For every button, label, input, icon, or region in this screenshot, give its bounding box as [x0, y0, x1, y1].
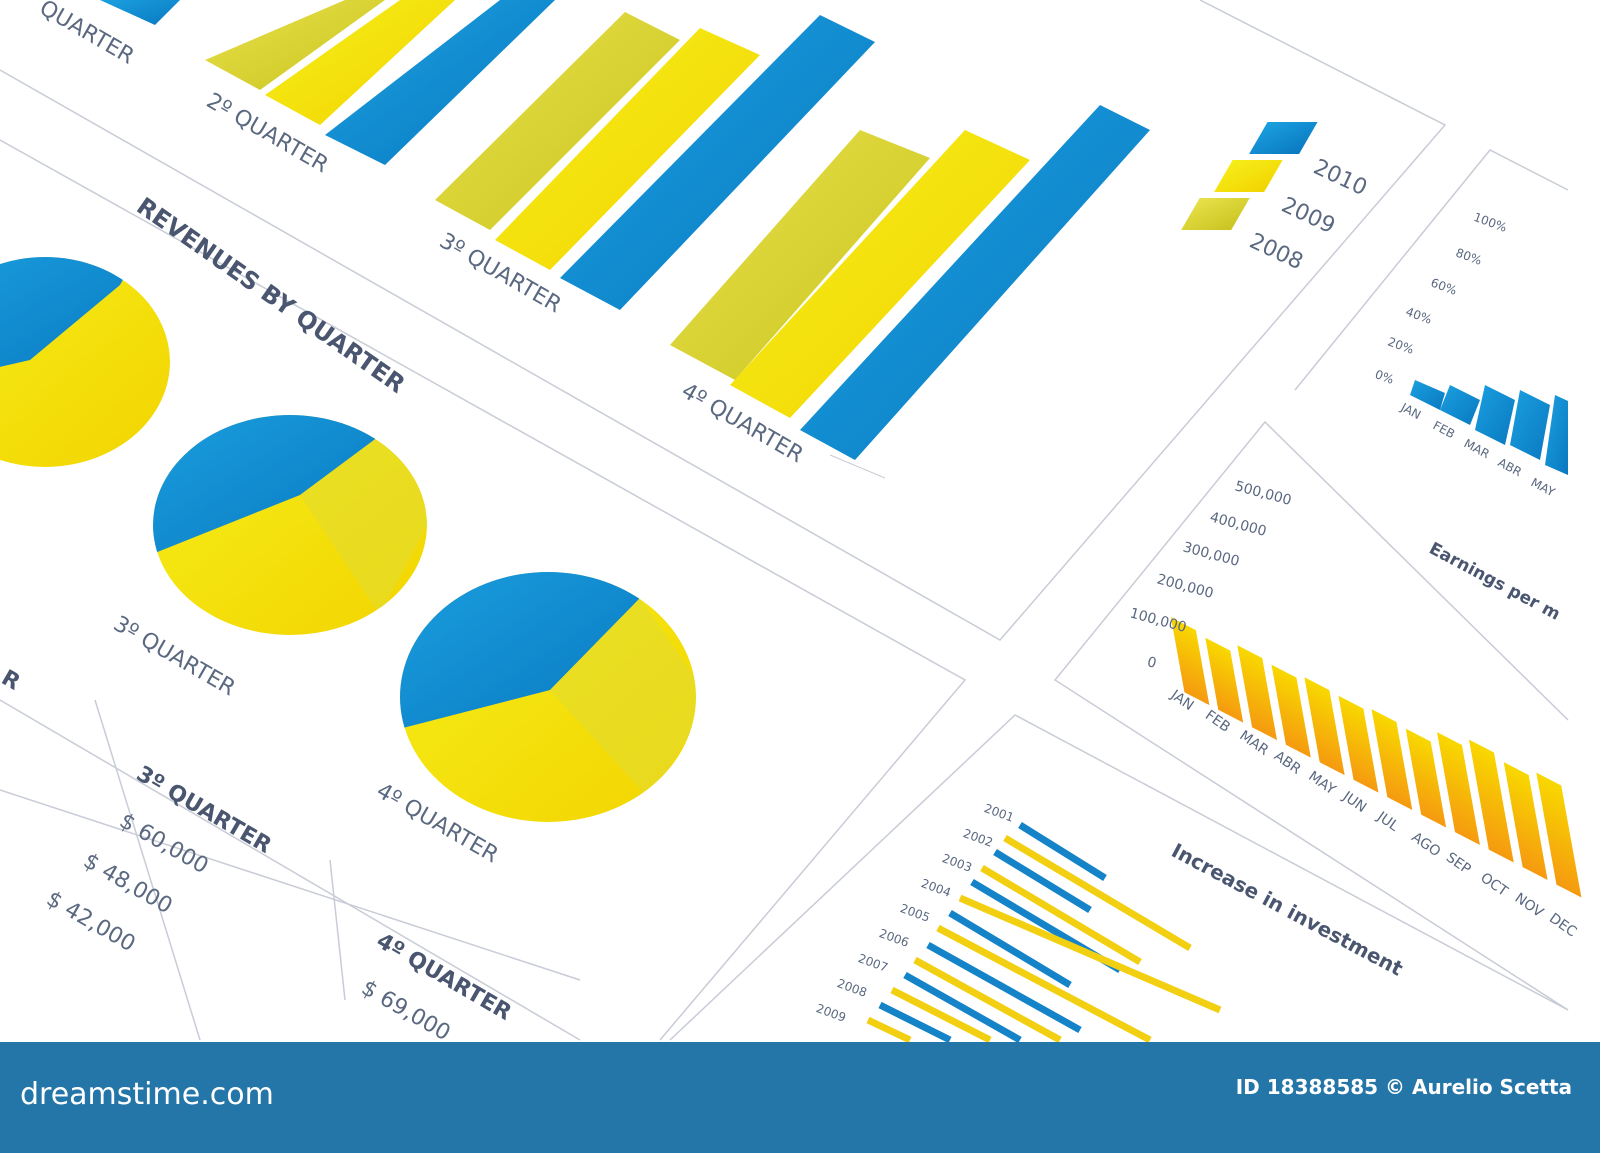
small-bars	[1410, 380, 1568, 475]
axis-label: 2003	[940, 851, 973, 875]
panel-border	[1294, 149, 1569, 391]
percent-ticks: 100% 80% 60% 40% 20% 0%	[1373, 210, 1509, 387]
axis-label: DEC	[1546, 910, 1579, 940]
table-line	[329, 859, 346, 1001]
axis-label: 2008	[835, 976, 868, 1000]
tick-label: 100%	[1472, 210, 1509, 235]
legend-label: 2009	[1277, 193, 1338, 239]
axis-label: 2004	[919, 876, 952, 900]
bar	[435, 12, 680, 230]
pie-label: 3º QUARTER	[109, 612, 239, 702]
legend-label: 2010	[1309, 155, 1370, 201]
legend-swatch	[1214, 160, 1283, 192]
axis	[829, 454, 886, 479]
month-label: MAY	[1529, 475, 1558, 499]
axis-label: AGO	[1409, 829, 1444, 860]
tick-label: 60%	[1429, 276, 1459, 298]
table-line	[94, 699, 201, 1041]
pie-slice	[400, 572, 650, 730]
table-line	[0, 789, 581, 981]
month-label: JAN	[1398, 400, 1424, 422]
pie-title: REVENUES BY QUARTER	[132, 192, 411, 399]
axis-label: 2009	[814, 1001, 847, 1025]
axis-label: JUN	[1339, 788, 1369, 816]
month-label: MAR	[1462, 436, 1492, 461]
pie-slice	[300, 437, 427, 615]
investment-bars	[866, 822, 1222, 1044]
banner-brand: dreamstime.com	[20, 1077, 274, 1112]
table-header: R	[0, 666, 24, 696]
month-label: FEB	[1431, 418, 1458, 441]
axis-label: JUL	[1373, 808, 1401, 835]
axis-label: ABR	[1271, 748, 1304, 778]
legend-label: 2008	[1245, 229, 1306, 275]
earnings-title: Earnings per m	[1426, 539, 1564, 625]
panel-border	[1053, 420, 1569, 1011]
pie-slice	[0, 257, 140, 390]
panel-border	[0, 0, 1447, 641]
panel-border	[669, 714, 1569, 1041]
tick-label: 40%	[1404, 305, 1434, 327]
month-label: ABR	[1496, 455, 1524, 479]
legend-swatch	[1181, 198, 1250, 230]
axis-label: 2002	[961, 826, 994, 850]
bar	[730, 130, 1030, 418]
banner	[0, 1042, 1600, 1153]
bar	[670, 130, 930, 380]
axis-label: 2006	[877, 926, 910, 950]
tick-label: 300,000	[1181, 539, 1241, 569]
axis-label: 2001	[982, 801, 1015, 825]
axis-label: OCT	[1477, 870, 1511, 900]
earnings-bars	[1170, 617, 1582, 898]
bar	[205, 0, 385, 90]
tick-label: 100,000	[1128, 605, 1188, 635]
bar	[325, 0, 555, 165]
tick-label: 200,000	[1155, 571, 1215, 601]
panel-border	[0, 139, 967, 1041]
axis-label: SEP	[1443, 850, 1474, 878]
quarter-bars	[100, 0, 1318, 479]
tick-label: 0%	[1373, 367, 1396, 387]
bar	[100, 0, 180, 25]
panels	[0, 0, 1569, 1041]
axis-label: NOV	[1512, 890, 1547, 921]
pie-slice	[550, 598, 696, 800]
tick-label: 0	[1145, 654, 1158, 672]
axis-label: 2007	[856, 951, 889, 975]
pie	[0, 257, 170, 467]
axis-label: 2005	[898, 901, 931, 925]
tick-label: 80%	[1454, 246, 1484, 268]
bar	[560, 15, 875, 310]
axis-label: MAY	[1305, 768, 1338, 798]
legend-swatch	[1249, 122, 1318, 154]
banner-credit: ID 18388585 © Aurelio Scetta	[1236, 1075, 1572, 1099]
tick-label: 500,000	[1233, 478, 1293, 508]
bar	[800, 105, 1150, 460]
bar	[265, 0, 455, 125]
quarter-label: QUARTER	[35, 0, 138, 70]
table-line	[0, 699, 581, 1041]
bar	[495, 28, 760, 270]
tick-label: 20%	[1386, 335, 1416, 357]
pies	[0, 257, 696, 822]
tick-label: 400,000	[1208, 509, 1268, 539]
table-cell: $ 42,000	[42, 887, 139, 958]
